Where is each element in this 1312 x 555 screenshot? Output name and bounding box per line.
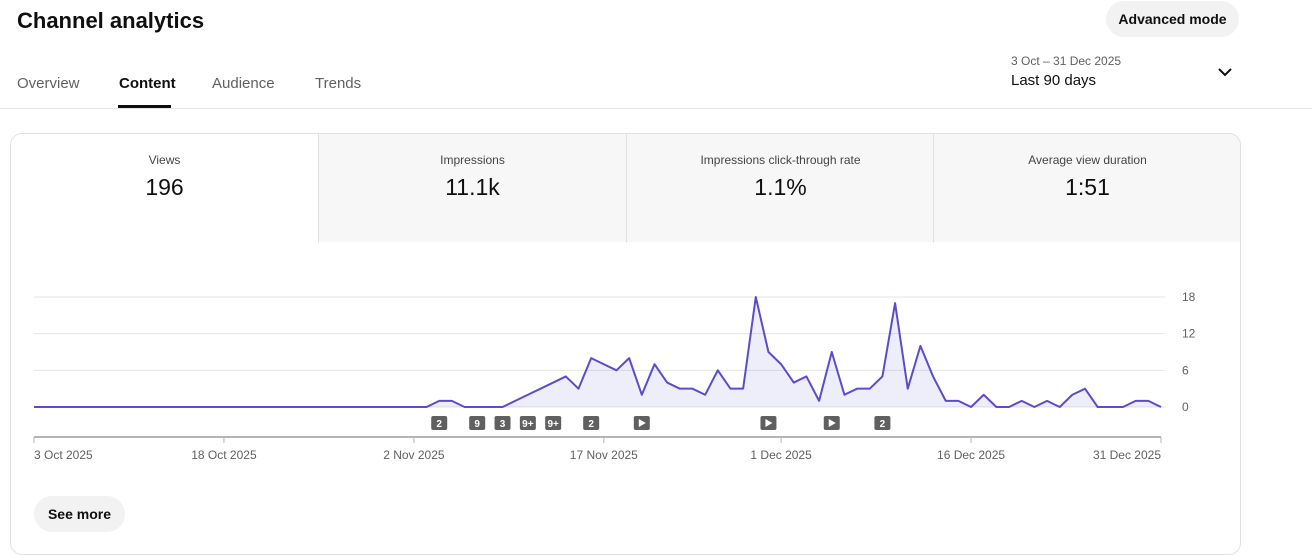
video-marker[interactable]: 9+ bbox=[519, 416, 536, 430]
metric-name: Impressions click-through rate bbox=[700, 153, 861, 167]
x-tick-label: 16 Dec 2025 bbox=[937, 448, 1005, 462]
metric-tile[interactable]: Impressions click-through rate 1.1% bbox=[626, 134, 934, 243]
y-tick-label: 0 bbox=[1182, 400, 1189, 414]
video-marker[interactable]: 9+ bbox=[545, 416, 562, 430]
marker-badge bbox=[431, 416, 448, 430]
metric-name: Views bbox=[148, 153, 181, 167]
tab[interactable]: Overview bbox=[17, 75, 80, 92]
video-marker[interactable]: 2 bbox=[583, 416, 600, 430]
metric-tile[interactable]: Average view duration 1:51 bbox=[933, 134, 1240, 243]
tab-indicator bbox=[118, 105, 171, 108]
marker-label: 2 bbox=[880, 419, 886, 430]
page-title: Channel analytics bbox=[17, 8, 205, 33]
y-tick-label: 6 bbox=[1182, 363, 1189, 377]
metric-name: Impressions bbox=[440, 153, 505, 167]
video-marker[interactable]: 2 bbox=[431, 416, 448, 430]
video-marker[interactable] bbox=[823, 416, 840, 430]
marker-badge bbox=[874, 416, 891, 430]
x-tick-label: 31 Dec 2025 bbox=[1093, 448, 1161, 462]
metric-value: 1:51 bbox=[1065, 174, 1110, 200]
metric-tile[interactable]: Views 196 bbox=[11, 134, 318, 243]
metric-value: 196 bbox=[145, 174, 184, 200]
dropdown-icon[interactable] bbox=[1216, 66, 1234, 80]
date-range-label[interactable]: Last 90 days bbox=[1011, 72, 1097, 89]
marker-label: 3 bbox=[500, 419, 506, 430]
marker-badge bbox=[519, 416, 536, 430]
metric-tile[interactable]: Impressions 11.1k bbox=[318, 134, 626, 243]
video-marker[interactable]: 9 bbox=[469, 416, 486, 430]
marker-badge bbox=[494, 416, 511, 430]
x-tick-label: 2 Nov 2025 bbox=[383, 448, 445, 462]
marker-label: 9+ bbox=[547, 419, 559, 430]
metric-value: 1.1% bbox=[754, 174, 807, 200]
play-icon bbox=[638, 419, 646, 427]
x-tick-label: 17 Nov 2025 bbox=[570, 448, 638, 462]
tab[interactable]: Trends bbox=[315, 75, 362, 92]
play-icon bbox=[765, 419, 773, 427]
marker-label: 2 bbox=[436, 419, 442, 430]
advanced-mode-button[interactable]: Advanced mode bbox=[1106, 1, 1239, 37]
line bbox=[34, 296, 1162, 408]
play-icon bbox=[828, 419, 836, 427]
tab[interactable]: Audience bbox=[212, 75, 275, 92]
marker-badge bbox=[469, 416, 486, 430]
date-range-dates: 3 Oct – 31 Dec 2025 bbox=[1011, 54, 1122, 68]
marker-label: 2 bbox=[588, 419, 594, 430]
see-more-button[interactable]: See more bbox=[34, 496, 125, 532]
y-tick-label: 18 bbox=[1182, 290, 1196, 304]
tab[interactable]: Content bbox=[119, 75, 176, 92]
x-tick-label: 18 Oct 2025 bbox=[191, 448, 257, 462]
metric-name: Average view duration bbox=[1028, 153, 1147, 167]
video-marker[interactable] bbox=[633, 416, 650, 430]
marker-label: 9+ bbox=[522, 419, 534, 430]
area bbox=[34, 297, 1161, 407]
marker-badge bbox=[583, 416, 600, 430]
video-marker[interactable]: 2 bbox=[874, 416, 891, 430]
analytics-card: Views 196 Impressions 11.1k Impressions cl… bbox=[10, 133, 1241, 555]
x-tick-label: 1 Dec 2025 bbox=[750, 448, 812, 462]
metric-value: 11.1k bbox=[445, 174, 500, 200]
video-marker[interactable]: 3 bbox=[494, 416, 511, 430]
chart: 0 6 12 18 3 Oct 2025 18 Oct 2025 2 Nov 2025 17 … bbox=[33, 290, 1196, 462]
divider bbox=[0, 108, 1312, 109]
video-marker[interactable] bbox=[760, 416, 777, 430]
y-tick-label: 12 bbox=[1182, 327, 1196, 341]
marker-label: 9 bbox=[474, 419, 480, 430]
marker-badge bbox=[545, 416, 562, 430]
x-tick-label: 3 Oct 2025 bbox=[34, 448, 93, 462]
